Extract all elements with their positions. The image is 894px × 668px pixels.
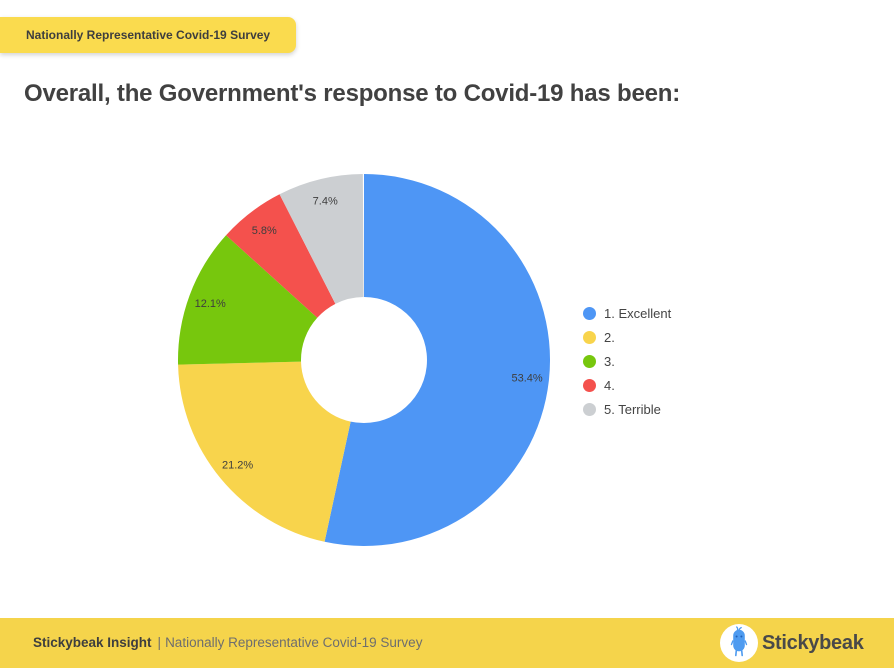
legend-item-3[interactable]: 3. [583,349,671,373]
legend-item-5[interactable]: 5. Terrible [583,397,671,421]
legend-label-4: 4. [604,377,615,393]
legend-label-1: 1. Excellent [604,305,672,321]
stickybeak-logo: Stickybeak [720,618,864,668]
footer-brand: Stickybeak Insight [33,635,152,650]
pie-slice-5[interactable] [279,174,364,304]
pie-slice-4[interactable] [226,194,336,318]
pie-slice-3[interactable] [178,235,318,365]
stickybeak-bird-icon [720,624,758,662]
legend-item-1[interactable]: 1. Excellent [583,301,671,325]
legend-label-5: 5. Terrible [604,401,661,417]
footer-survey-name: Nationally Representative Covid-19 Surve… [165,635,423,650]
legend-label-3: 3. [604,353,615,369]
survey-badge: Nationally Representative Covid-19 Surve… [0,17,297,53]
slice-label-2: 21.2% [222,460,253,472]
stickybeak-wordmark: Stickybeak [762,631,864,654]
legend-label-2: 2. [604,329,615,345]
legend-swatch-3 [583,354,596,368]
legend-swatch-1 [583,306,596,320]
chart-legend: 1. Excellent 2. 3. 4. 5. Terrible [583,301,671,421]
donut-chart: 53.4% 21.2% 12.1% 5.8% 7.4% [178,174,551,546]
legend-item-2[interactable]: 2. [583,325,671,349]
slice-label-3: 12.1% [195,298,226,310]
slice-label-5: 7.4% [313,196,338,208]
legend-item-4[interactable]: 4. [583,373,671,397]
slice-label-4: 5.8% [252,225,277,237]
page-title: Overall, the Government's response to Co… [24,80,681,107]
legend-swatch-4 [583,378,596,392]
survey-badge-label: Nationally Representative Covid-19 Surve… [26,28,271,42]
pie-slice-2[interactable] [178,361,351,542]
footer-caption: Stickybeak Insight | Nationally Representa… [33,618,422,668]
slice-label-1: 53.4% [511,373,542,385]
footer-bar: Stickybeak Insight | Nationally Representa… [0,618,894,668]
footer-separator: | [157,635,162,650]
legend-swatch-5 [583,402,596,416]
pie-slice-1[interactable] [324,174,551,546]
legend-swatch-2 [583,330,596,344]
